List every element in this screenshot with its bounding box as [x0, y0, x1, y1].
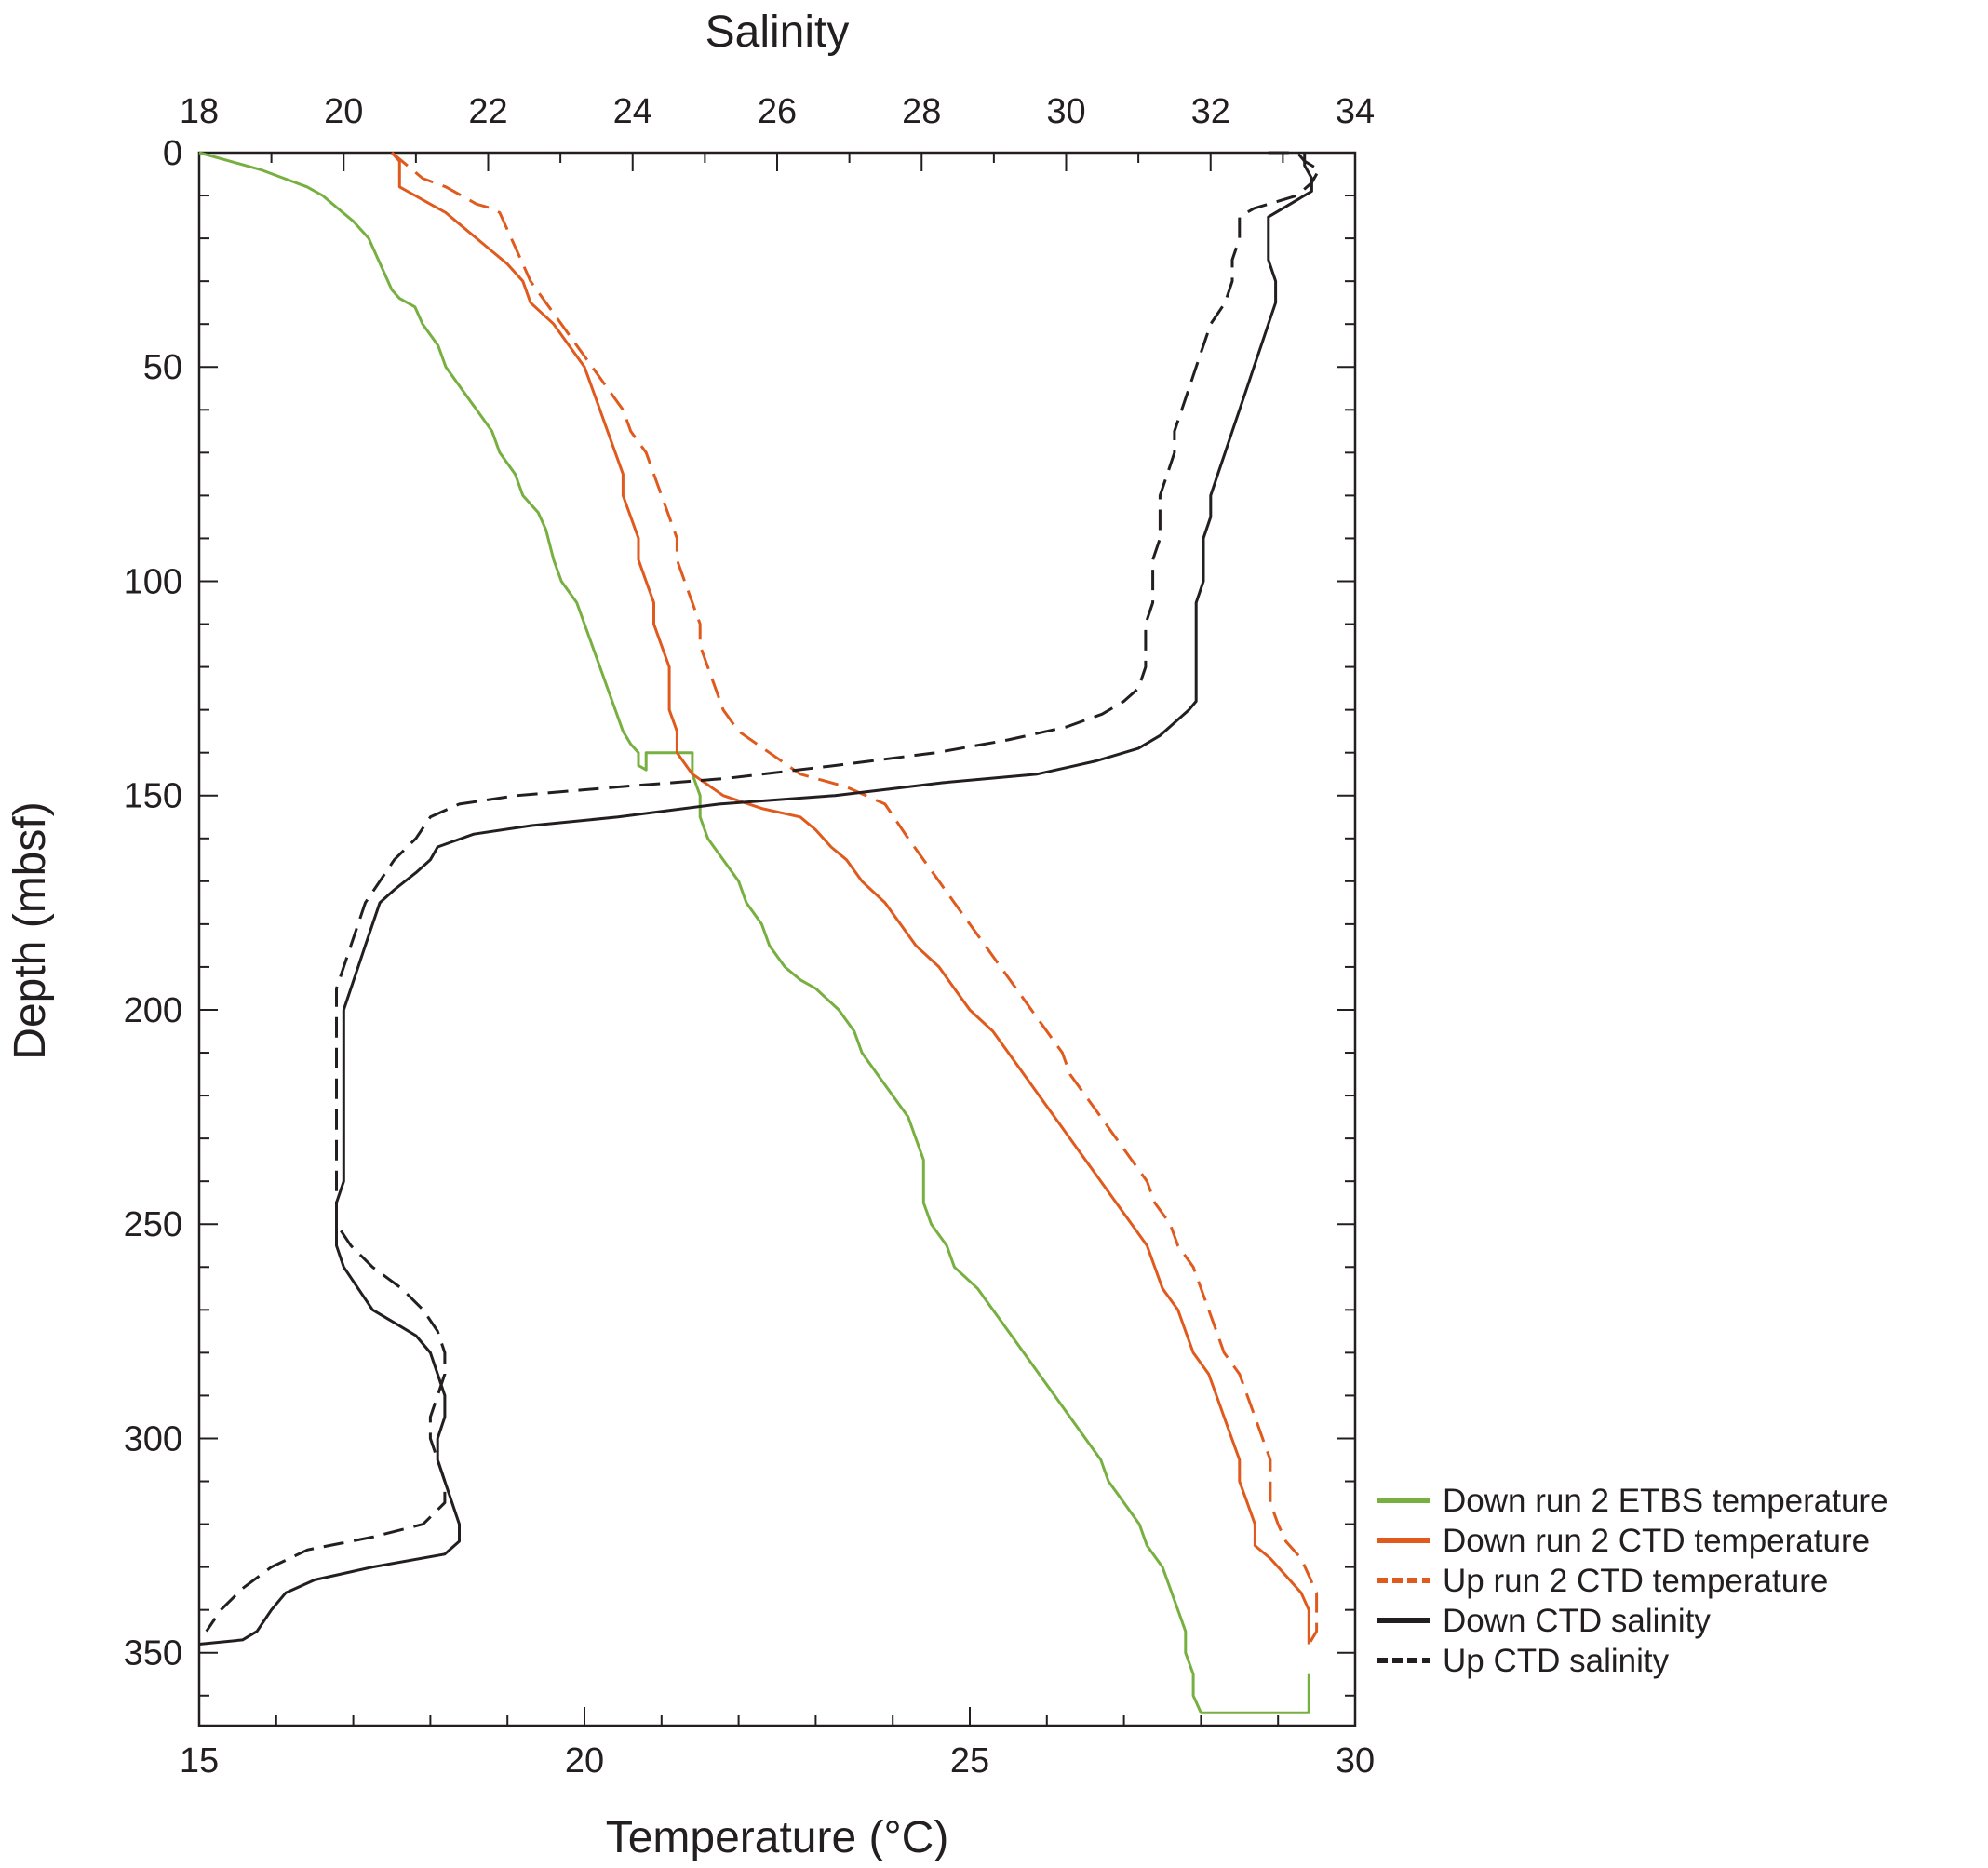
temperature-tick-label: 15	[180, 1741, 219, 1781]
depth-tick-label: 50	[143, 348, 182, 387]
series-line-4	[198, 153, 1313, 1646]
temperature-axis-title: Temperature (°C)	[606, 1813, 949, 1862]
temperature-tick-label: 25	[950, 1741, 989, 1781]
legend: Down run 2 ETBS temperature Down run 2 CT…	[1377, 1483, 1888, 1679]
salinity-tick-label: 22	[468, 92, 507, 131]
salinity-tick-label: 28	[902, 92, 941, 131]
series-line-5	[205, 151, 1321, 1633]
series-line-1	[198, 151, 1310, 1714]
legend-label: Up run 2 CTD temperature	[1443, 1563, 1828, 1599]
salinity-axis-ticks: 18 20 22 24 26 28 30 32 34	[180, 92, 1375, 171]
salinity-tick-label: 34	[1336, 92, 1375, 131]
series-lines	[198, 151, 1321, 1714]
depth-axis-ticks: 0 50 100 150 200 250 300 350	[124, 134, 1355, 1697]
series-line-2	[390, 151, 1310, 1645]
salinity-axis-title: Salinity	[705, 7, 850, 57]
salinity-tick-label: 18	[180, 92, 219, 131]
temperature-tick-label: 20	[565, 1741, 604, 1781]
legend-label: Down CTD salinity	[1443, 1603, 1711, 1639]
legend-label: Down run 2 ETBS temperature	[1443, 1483, 1888, 1519]
depth-tick-label: 300	[124, 1419, 182, 1458]
salinity-tick-label: 26	[758, 92, 797, 131]
salinity-tick-label: 32	[1191, 92, 1230, 131]
salinity-tick-label: 20	[324, 92, 363, 131]
depth-tick-label: 0	[163, 134, 182, 173]
temperature-axis-ticks: 15 20 25 30	[180, 1707, 1375, 1781]
depth-axis-title: Depth (mbsf)	[6, 801, 55, 1059]
salinity-tick-label: 30	[1046, 92, 1085, 131]
series-line-3	[391, 151, 1319, 1646]
depth-tick-label: 100	[124, 562, 182, 601]
plot-frame	[197, 151, 1357, 1727]
depth-tick-label: 150	[124, 777, 182, 816]
depth-tick-label: 200	[124, 991, 182, 1030]
depth-tick-label: 250	[124, 1205, 182, 1244]
depth-tick-label: 350	[124, 1634, 182, 1673]
salinity-tick-label: 24	[613, 92, 652, 131]
temperature-tick-label: 30	[1336, 1741, 1375, 1781]
legend-label: Up CTD salinity	[1443, 1643, 1670, 1679]
legend-label: Down run 2 CTD temperature	[1443, 1523, 1870, 1559]
